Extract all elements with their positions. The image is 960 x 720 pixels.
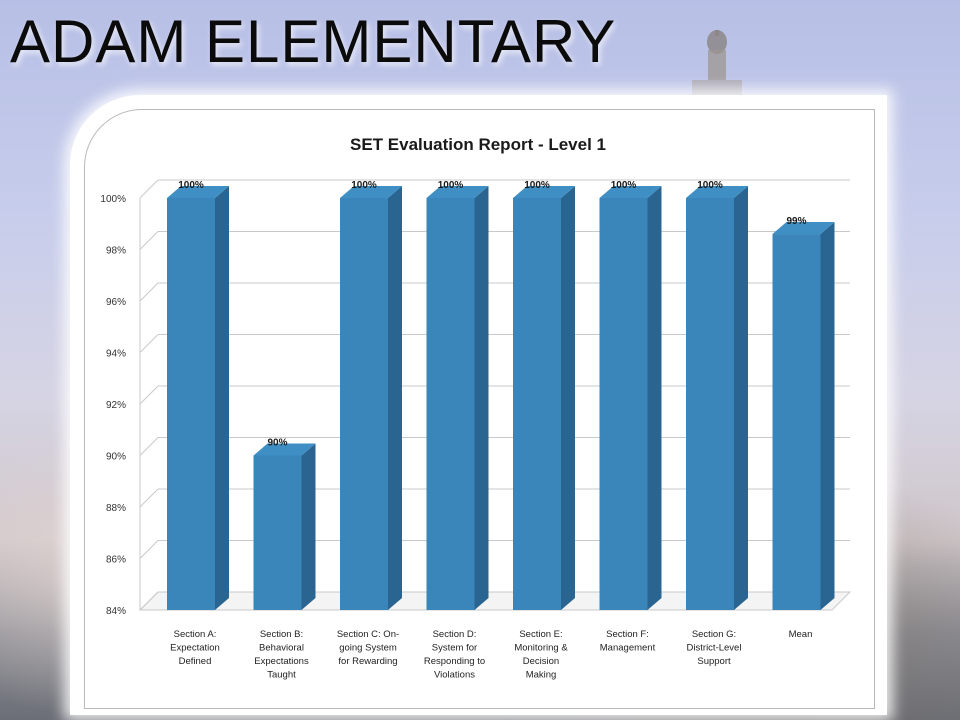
data-label: 100% (178, 180, 204, 191)
gridline-depth (139, 231, 159, 250)
x-tick-label: Section B: Behavioral Expectations Taught (254, 629, 309, 681)
bar-top (686, 186, 748, 198)
gridline-depth (139, 437, 159, 456)
bar-top (167, 186, 229, 198)
bar-side (474, 186, 489, 610)
y-tick-label: 96% (106, 297, 126, 308)
bar-side (647, 186, 662, 610)
gridline-depth (139, 334, 159, 353)
bar-side (388, 186, 402, 610)
data-label: 100% (611, 180, 637, 191)
data-label: 90% (267, 438, 287, 449)
gridline-depth (139, 385, 159, 405)
y-tick-label: 86% (106, 555, 126, 566)
bar-side (561, 186, 575, 610)
x-tick-label: Section G: District-Level Support (687, 629, 742, 667)
chart-title: SET Evaluation Report - Level 1 (350, 135, 606, 154)
bar (772, 234, 821, 611)
bar (167, 198, 215, 610)
y-tick-label: 90% (106, 452, 126, 463)
y-tick-label: 84% (106, 606, 126, 617)
data-label: 100% (438, 180, 464, 191)
gridline-depth (139, 488, 159, 508)
bar (253, 455, 302, 610)
bar-top (253, 443, 316, 456)
data-label: 99% (786, 216, 806, 227)
x-tick-label: Section C: On-going System for Rewarding (337, 629, 399, 667)
bar (513, 198, 561, 610)
slide-title: ADAM ELEMENTARY (10, 8, 617, 75)
bar-side (820, 222, 835, 611)
x-tick-label: Section D: System for Responding to Violati… (424, 629, 485, 681)
gridline-depth (139, 179, 159, 199)
bar-side (215, 186, 229, 610)
x-tick-label: Section E: Monitoring & Decision Making (514, 629, 568, 681)
x-tick-label: Section F: Management (600, 629, 656, 654)
data-label: 100% (524, 180, 550, 191)
bar (340, 198, 388, 610)
x-tick-label: Mean (789, 629, 813, 640)
gridline-depth (139, 540, 159, 559)
bar-top (426, 186, 489, 198)
y-tick-label: 100% (100, 194, 126, 205)
bar (426, 198, 475, 610)
bar-side (301, 443, 316, 610)
bar-top (513, 186, 575, 198)
y-tick-label: 94% (106, 349, 126, 360)
y-tick-label: 92% (106, 400, 126, 411)
gridline-depth (139, 282, 159, 302)
x-tick-label: Section A: Expectation Defined (170, 629, 220, 667)
bar-top (772, 222, 835, 235)
bar (686, 198, 734, 610)
data-label: 100% (351, 180, 377, 191)
bar-top (340, 186, 402, 198)
y-tick-label: 88% (106, 503, 126, 514)
bar (599, 198, 648, 610)
y-tick-label: 98% (106, 246, 126, 257)
bar-side (734, 186, 748, 610)
bar-top (599, 186, 662, 198)
gridline-depth (139, 591, 159, 611)
data-label: 100% (697, 180, 723, 191)
